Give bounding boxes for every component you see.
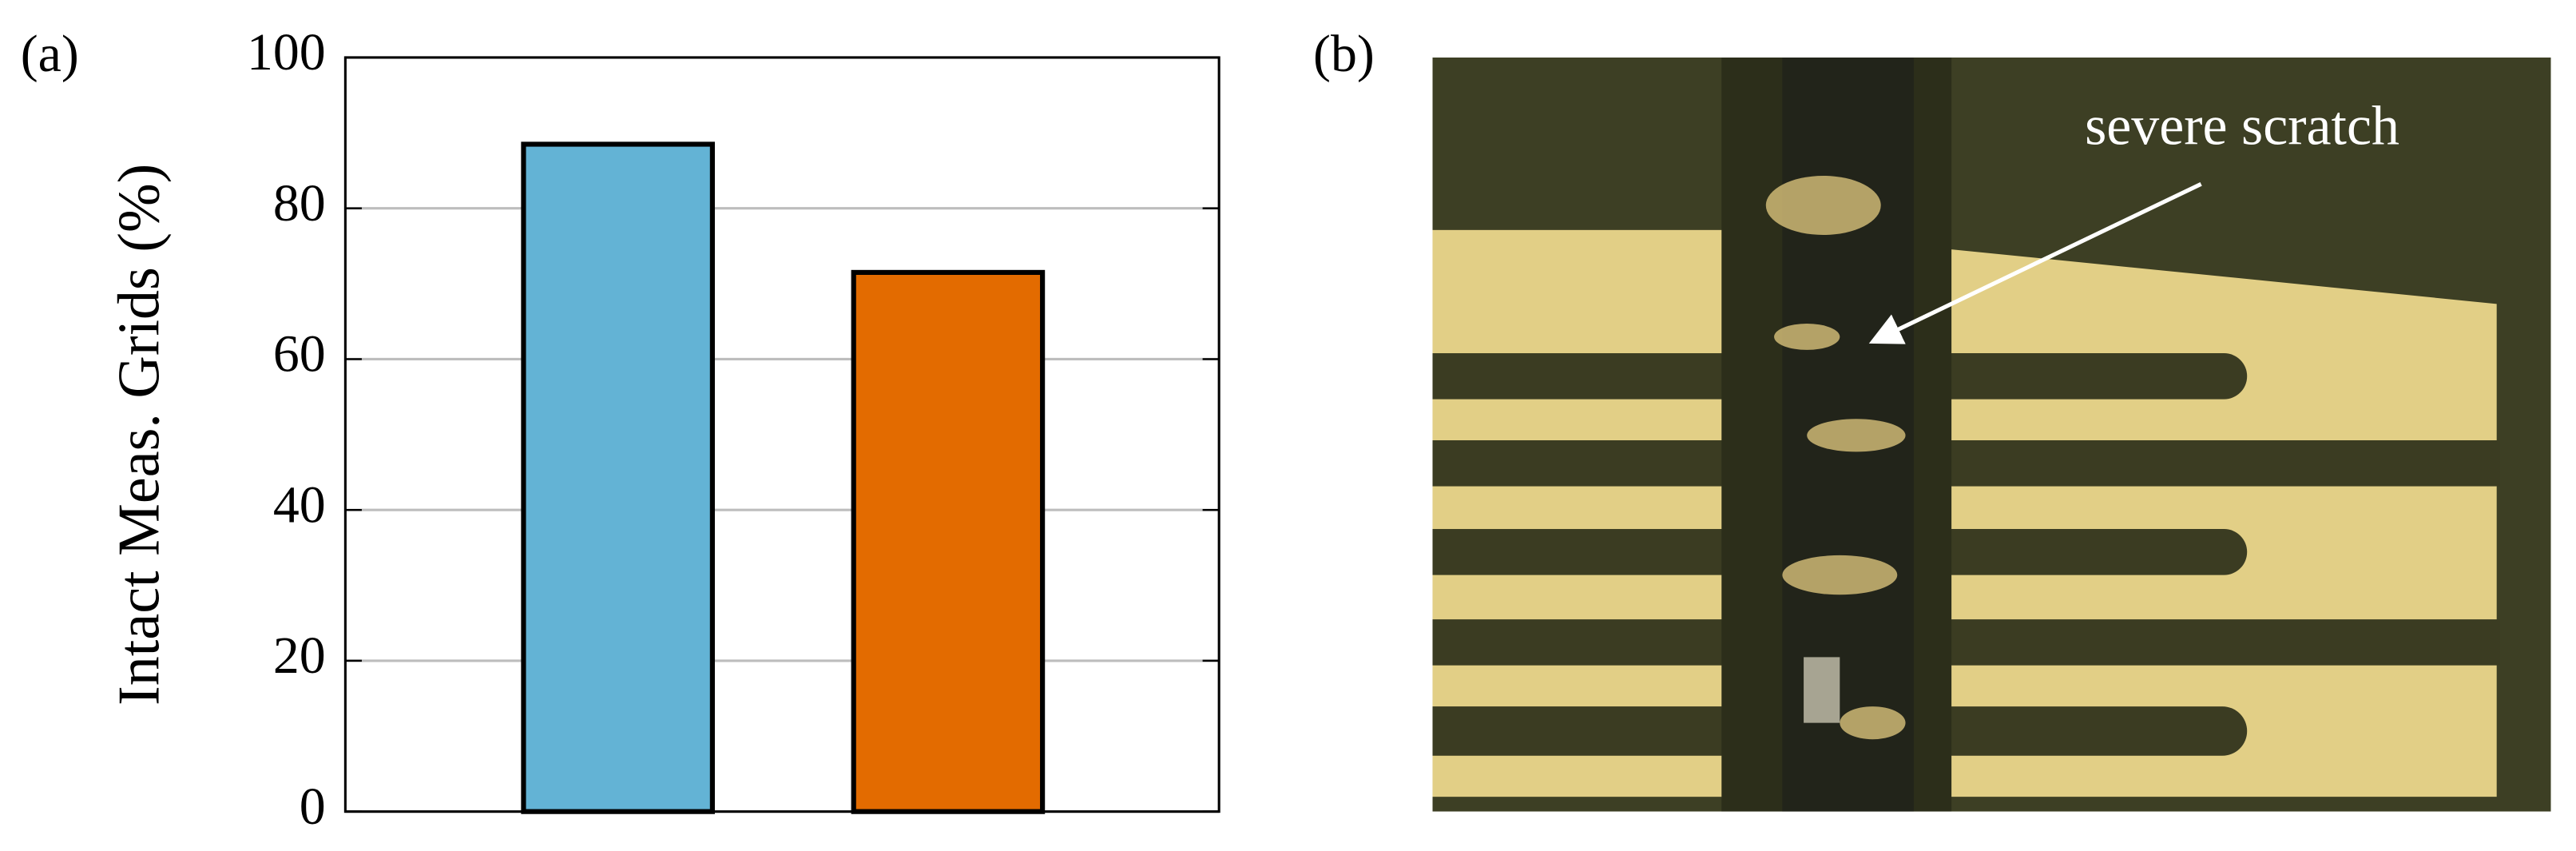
bar (851, 269, 1046, 814)
bar (521, 141, 715, 814)
y-tick-label: 80 (273, 174, 326, 233)
panel-label: (a) (21, 25, 79, 83)
annotation: severe scratch (2085, 96, 2399, 157)
y-tick-label: 60 (273, 325, 326, 384)
plot-frame (343, 56, 1221, 813)
y-tick-label: 20 (273, 626, 326, 685)
micrograph: severe scratch (1432, 57, 2551, 812)
y-tick-label: 0 (300, 777, 326, 836)
y-axis-label: Intact Meas. Grids (%) (107, 164, 173, 706)
y-tick-label: 100 (247, 23, 326, 82)
y-tick-label: 40 (273, 475, 326, 534)
panel-label: (b) (1313, 25, 1375, 83)
